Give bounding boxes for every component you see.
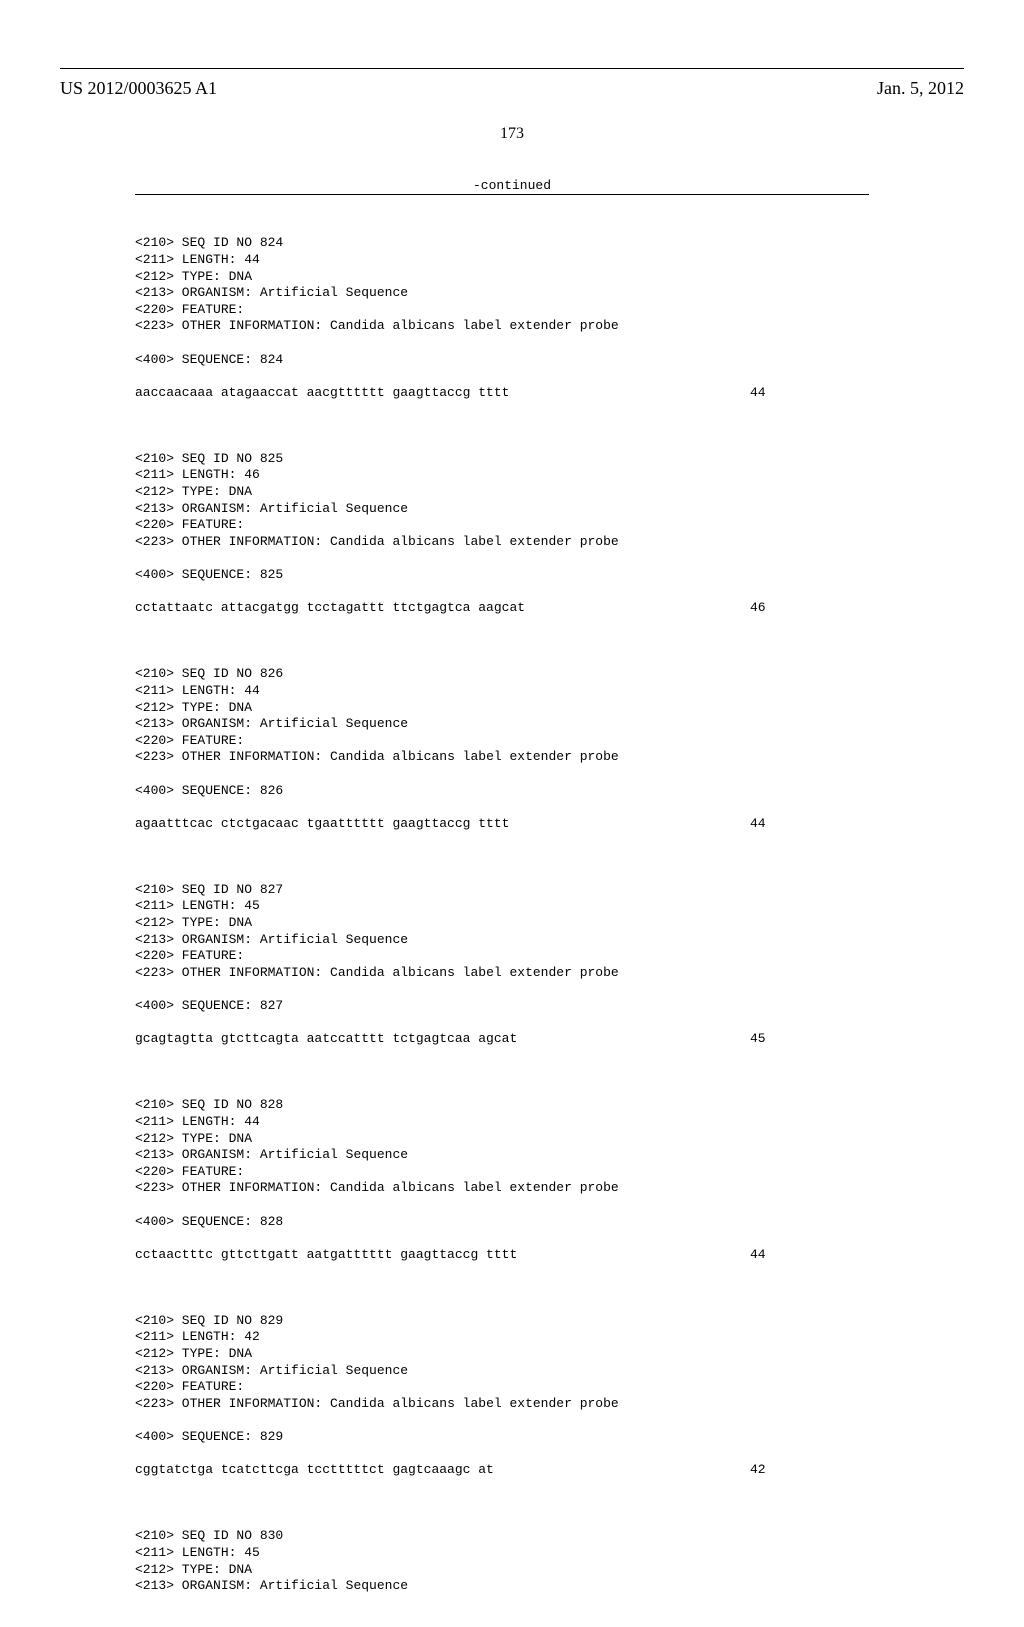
seq-length-val: 44 <box>244 683 260 698</box>
seq-id: 827 <box>260 882 283 897</box>
seq-type: DNA <box>229 1562 252 1577</box>
sequence-text: aaccaacaaa atagaaccat aacgtttttt gaagtta… <box>135 385 509 400</box>
seq-block-826: <210> SEQ ID NO 826 <211> LENGTH: 44 <21… <box>135 650 619 833</box>
seq-organism: Artificial Sequence <box>260 285 408 300</box>
seq-id: 828 <box>260 1097 283 1112</box>
sequence-text: agaatttcac ctctgacaac tgaatttttt gaagtta… <box>135 816 509 831</box>
seq-other-info: Candida albicans label extender probe <box>330 965 619 980</box>
sequence-listing: <210> SEQ ID NO 824 <211> LENGTH: 44 <21… <box>135 202 619 1627</box>
sequence-length-display: 46 <box>750 600 766 617</box>
seq-id: 826 <box>260 666 283 681</box>
seq-block-830-partial: <210> SEQ ID NO 830 <211> LENGTH: 45 <21… <box>135 1512 619 1595</box>
seq-id: 830 <box>260 1528 283 1543</box>
seq-organism: Artificial Sequence <box>260 932 408 947</box>
seq-type: DNA <box>229 915 252 930</box>
seq-other-info: Candida albicans label extender probe <box>330 749 619 764</box>
sequence-text: gcagtagtta gtcttcagta aatccatttt tctgagt… <box>135 1031 517 1046</box>
header-rule <box>60 68 964 69</box>
seq-no: 828 <box>260 1214 283 1229</box>
seq-length-val: 44 <box>244 1114 260 1129</box>
sequence-length-display: 42 <box>750 1462 766 1479</box>
seq-organism: Artificial Sequence <box>260 1363 408 1378</box>
seq-other-info: Candida albicans label extender probe <box>330 534 619 549</box>
seq-id: 824 <box>260 235 283 250</box>
sequence-length-display: 44 <box>750 1247 766 1264</box>
seq-id: 825 <box>260 451 283 466</box>
seq-length-val: 44 <box>244 252 260 267</box>
sequence-length-display: 45 <box>750 1031 766 1048</box>
seq-organism: Artificial Sequence <box>260 1147 408 1162</box>
sequence-text: cggtatctga tcatcttcga tcctttttct gagtcaa… <box>135 1462 494 1477</box>
seq-no: 829 <box>260 1429 283 1444</box>
seq-type: DNA <box>229 1131 252 1146</box>
seq-block-825: <210> SEQ ID NO 825 <211> LENGTH: 46 <21… <box>135 434 619 617</box>
seq-id: 829 <box>260 1313 283 1328</box>
seq-other-info: Candida albicans label extender probe <box>330 1396 619 1411</box>
sequence-rule <box>135 194 869 195</box>
seq-type: DNA <box>229 269 252 284</box>
seq-no: 825 <box>260 567 283 582</box>
seq-block-828: <210> SEQ ID NO 828 <211> LENGTH: 44 <21… <box>135 1081 619 1264</box>
seq-organism: Artificial Sequence <box>260 716 408 731</box>
sequence-text: cctaactttc gttcttgatt aatgatttttt gaagtt… <box>135 1247 517 1262</box>
seq-other-info: Candida albicans label extender probe <box>330 318 619 333</box>
continued-label: -continued <box>0 178 1024 193</box>
seq-type: DNA <box>229 484 252 499</box>
seq-type: DNA <box>229 1346 252 1361</box>
seq-no: 824 <box>260 352 283 367</box>
sequence-text: cctattaatc attacgatgg tcctagattt ttctgag… <box>135 600 525 615</box>
page-number: 173 <box>0 125 1024 143</box>
seq-no: 827 <box>260 998 283 1013</box>
seq-no: 826 <box>260 783 283 798</box>
seq-length-val: 46 <box>244 467 260 482</box>
seq-block-824: <210> SEQ ID NO 824 <211> LENGTH: 44 <21… <box>135 219 619 402</box>
seq-organism: Artificial Sequence <box>260 501 408 516</box>
seq-block-829: <210> SEQ ID NO 829 <211> LENGTH: 42 <21… <box>135 1296 619 1479</box>
seq-length-val: 42 <box>244 1329 260 1344</box>
seq-length-val: 45 <box>244 1545 260 1560</box>
seq-organism: Artificial Sequence <box>260 1578 408 1593</box>
sequence-length-display: 44 <box>750 385 766 402</box>
seq-block-827: <210> SEQ ID NO 827 <211> LENGTH: 45 <21… <box>135 865 619 1048</box>
publication-number: US 2012/0003625 A1 <box>60 78 217 99</box>
sequence-length-display: 44 <box>750 816 766 833</box>
seq-other-info: Candida albicans label extender probe <box>330 1180 619 1195</box>
seq-length-val: 45 <box>244 898 260 913</box>
publication-date: Jan. 5, 2012 <box>877 78 964 99</box>
seq-type: DNA <box>229 700 252 715</box>
